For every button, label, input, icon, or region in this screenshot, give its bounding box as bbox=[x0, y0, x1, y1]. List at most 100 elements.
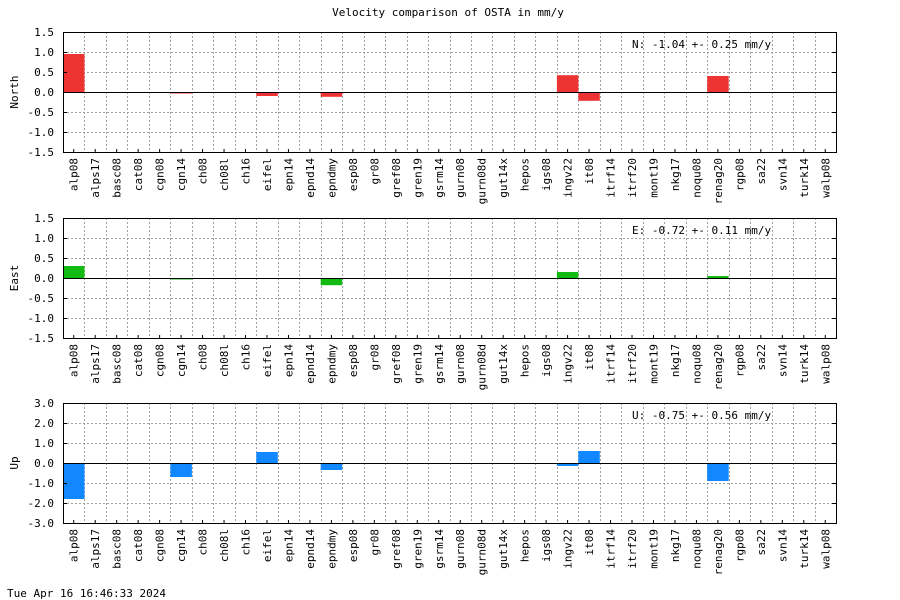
y-tick-label: 1.5 bbox=[34, 26, 54, 39]
x-tick-label: gren19 bbox=[411, 158, 424, 198]
x-tick-label: itrf20 bbox=[626, 344, 639, 384]
bar-renag20 bbox=[707, 276, 729, 278]
x-tick-label: basc08 bbox=[111, 529, 124, 569]
y-axis-label: East bbox=[8, 265, 21, 292]
x-tick-label: gurn08d bbox=[476, 158, 489, 204]
velocity-annotation: N: -1.04 +- 0.25 mm/y bbox=[632, 38, 771, 51]
x-tick-label: rgp08 bbox=[733, 344, 746, 377]
y-tick-label: 2.0 bbox=[34, 417, 54, 430]
velocity-annotation: E: -0.72 +- 0.11 mm/y bbox=[632, 224, 771, 237]
bar-ingv22 bbox=[556, 463, 579, 466]
x-tick-label: gurn08d bbox=[476, 344, 489, 390]
x-tick-label: ch08l bbox=[218, 529, 231, 562]
bar-alp08 bbox=[63, 463, 85, 499]
x-tick-label: svn14 bbox=[776, 158, 789, 191]
x-tick-label: ch08l bbox=[218, 344, 231, 377]
x-tick-label: walp08 bbox=[819, 344, 832, 384]
x-tick-label: esp08 bbox=[347, 529, 360, 562]
x-tick-label: cat08 bbox=[132, 529, 145, 562]
x-tick-label: eifel bbox=[261, 529, 274, 562]
y-tick-label: -1.0 bbox=[28, 477, 55, 490]
y-tick-label: 0.5 bbox=[34, 252, 54, 265]
x-tick-label: gsrm14 bbox=[433, 344, 446, 384]
x-tick-label: ch08 bbox=[197, 529, 210, 556]
y-tick-label: 1.5 bbox=[34, 212, 54, 225]
x-tick-label: turk14 bbox=[798, 344, 811, 384]
velocity-annotation: U: -0.75 +- 0.56 mm/y bbox=[632, 409, 771, 422]
x-tick-label: gsrm14 bbox=[433, 158, 446, 198]
bar-renag20 bbox=[707, 76, 729, 92]
y-tick-label: 0.0 bbox=[34, 86, 54, 99]
x-tick-label: gref08 bbox=[390, 529, 403, 569]
x-tick-label: gr08 bbox=[368, 158, 381, 185]
bar-renag20 bbox=[707, 463, 729, 481]
x-tick-label: esp08 bbox=[347, 344, 360, 377]
x-tick-label: cat08 bbox=[132, 158, 145, 191]
y-tick-label: 0.0 bbox=[34, 272, 54, 285]
y-tick-label: -0.5 bbox=[28, 292, 55, 305]
x-tick-label: gren19 bbox=[411, 529, 424, 569]
y-tick-label: -3.0 bbox=[28, 517, 55, 530]
x-tick-label: cat08 bbox=[132, 344, 145, 377]
x-tick-label: gsrm14 bbox=[433, 529, 446, 569]
x-tick-label: gurn08 bbox=[454, 529, 467, 569]
x-tick-label: rgp08 bbox=[733, 529, 746, 562]
y-axis-label: Up bbox=[8, 456, 21, 469]
bar-ingv22 bbox=[556, 272, 579, 278]
y-tick-label: 0.0 bbox=[34, 457, 54, 470]
x-tick-label: sa22 bbox=[755, 158, 768, 185]
x-tick-label: gr08 bbox=[368, 344, 381, 371]
x-tick-label: mont19 bbox=[648, 529, 661, 569]
x-tick-label: cgn08 bbox=[154, 344, 167, 377]
x-tick-label: sa22 bbox=[755, 344, 768, 371]
y-tick-label: 1.0 bbox=[34, 437, 54, 450]
bar-epndmy bbox=[320, 92, 343, 97]
x-tick-label: nkg17 bbox=[669, 344, 682, 377]
y-tick-label: 3.0 bbox=[34, 397, 54, 410]
x-tick-label: noqu08 bbox=[690, 158, 703, 198]
x-tick-label: rgp08 bbox=[733, 158, 746, 191]
x-tick-label: epn14 bbox=[283, 158, 296, 191]
x-tick-label: ch08 bbox=[197, 344, 210, 371]
y-tick-label: 0.5 bbox=[34, 66, 54, 79]
x-tick-label: gurn08 bbox=[454, 158, 467, 198]
x-tick-label: walp08 bbox=[819, 158, 832, 198]
x-tick-label: alp08 bbox=[68, 344, 81, 377]
x-tick-label: cgn14 bbox=[175, 529, 188, 562]
x-tick-label: hepos bbox=[519, 344, 532, 377]
x-tick-label: gren19 bbox=[411, 344, 424, 384]
bar-epndmy bbox=[320, 278, 343, 286]
y-tick-label: -1.0 bbox=[28, 126, 55, 139]
y-tick-label: -1.0 bbox=[28, 312, 55, 325]
y-tick-label: 1.0 bbox=[34, 46, 54, 59]
x-tick-label: renag20 bbox=[712, 529, 725, 575]
bar-eifel bbox=[256, 452, 278, 463]
x-tick-label: turk14 bbox=[798, 158, 811, 198]
y-tick-label: -1.5 bbox=[28, 332, 55, 345]
x-tick-label: cgn14 bbox=[175, 344, 188, 377]
bar-it08 bbox=[578, 92, 600, 101]
bar-it08 bbox=[578, 451, 600, 463]
x-tick-label: ch16 bbox=[240, 158, 253, 185]
x-tick-label: hepos bbox=[519, 529, 532, 562]
x-tick-label: itrf20 bbox=[626, 158, 639, 198]
x-tick-label: itrf14 bbox=[605, 158, 618, 198]
x-tick-label: gut14x bbox=[497, 344, 510, 384]
bar-alp08 bbox=[63, 266, 85, 278]
x-tick-label: noqu08 bbox=[690, 344, 703, 384]
x-tick-label: gut14x bbox=[497, 158, 510, 198]
x-tick-label: itrf14 bbox=[605, 529, 618, 569]
x-tick-label: epnd14 bbox=[304, 529, 317, 569]
x-tick-label: walp08 bbox=[819, 529, 832, 569]
x-tick-label: noqu08 bbox=[690, 529, 703, 569]
x-tick-label: cgn14 bbox=[175, 158, 188, 191]
x-tick-label: nkg17 bbox=[669, 158, 682, 191]
x-tick-label: sa22 bbox=[755, 529, 768, 556]
y-tick-label: -0.5 bbox=[28, 106, 55, 119]
x-tick-label: igs08 bbox=[540, 344, 553, 377]
x-tick-label: it08 bbox=[583, 158, 596, 185]
x-tick-label: mont19 bbox=[648, 158, 661, 198]
x-tick-label: ingv22 bbox=[562, 158, 575, 198]
bar-cgn14 bbox=[170, 463, 192, 477]
